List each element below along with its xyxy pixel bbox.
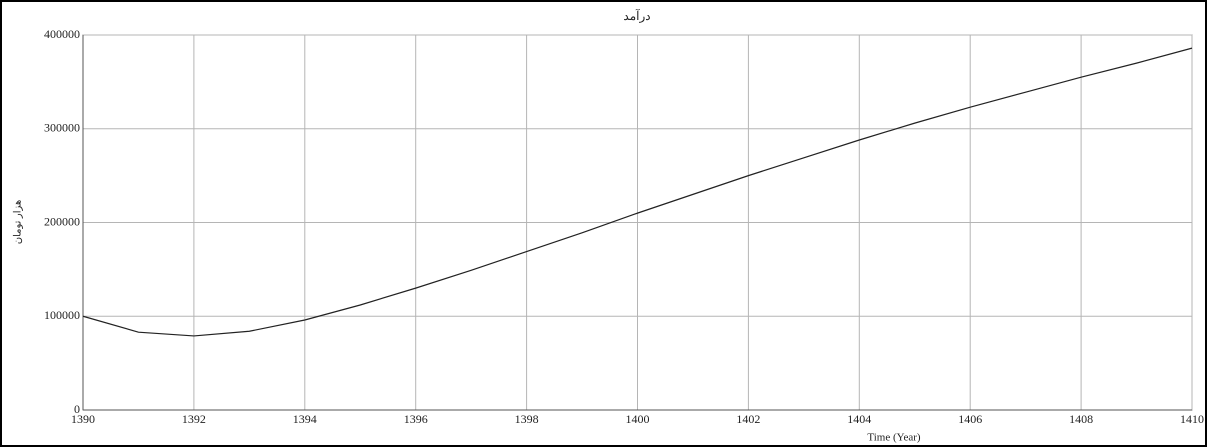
- x-tick-label: 1398: [515, 412, 539, 426]
- x-tick-label: 1406: [958, 412, 982, 426]
- x-axis-label: Time (Year): [867, 432, 921, 444]
- x-tick-label: 1390: [71, 412, 95, 426]
- x-tick-label: 1404: [847, 412, 871, 426]
- x-tick-label: 1402: [736, 412, 760, 426]
- x-tick-label: 1394: [293, 412, 317, 426]
- y-axis-label: هزار تومان: [12, 200, 23, 245]
- x-tick-label: 1392: [182, 412, 206, 426]
- line-series: [82, 47, 1193, 337]
- y-tick-label: 100000: [44, 308, 80, 322]
- chart-title: درآمد: [623, 8, 650, 23]
- x-tick-label: 1396: [404, 412, 428, 426]
- x-tick-label: 1400: [626, 412, 650, 426]
- y-tick-label: 0: [74, 402, 80, 416]
- x-tick-label: 1408: [1069, 412, 1093, 426]
- y-tick-label: 200000: [44, 214, 80, 228]
- x-tick-label: 1410: [1180, 412, 1204, 426]
- y-tick-label: 300000: [44, 121, 80, 135]
- y-tick-label: 400000: [44, 27, 80, 41]
